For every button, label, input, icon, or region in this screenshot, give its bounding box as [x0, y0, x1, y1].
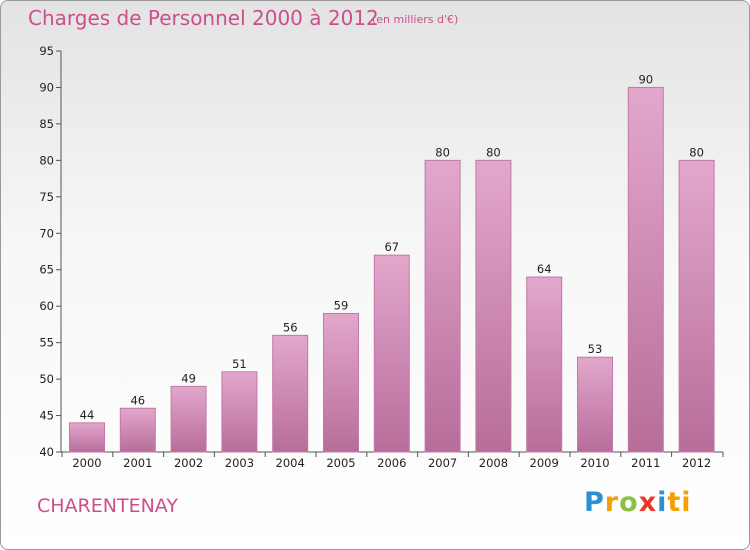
- data-label: 46: [130, 393, 145, 407]
- bar: [678, 159, 715, 453]
- data-label: 49: [181, 371, 196, 385]
- x-tick-label: 2003: [225, 456, 254, 470]
- bars: [69, 86, 715, 453]
- y-tick-label: 80: [39, 153, 54, 167]
- y-tick-label: 50: [39, 372, 54, 386]
- x-tick-label: 2006: [377, 456, 406, 470]
- data-label: 67: [384, 240, 399, 254]
- x-tick-label: 2005: [326, 456, 355, 470]
- x-tick-label: 2012: [682, 456, 711, 470]
- y-tick-label: 65: [39, 263, 54, 277]
- x-tick-label: 2004: [276, 456, 305, 470]
- y-tick-label: 40: [39, 445, 54, 459]
- logo-letter: r: [604, 487, 620, 518]
- x-tick-label: 2001: [123, 456, 152, 470]
- data-labels: 44 46 49 51 56 59 67 80 80 64 53 90 80: [80, 72, 704, 421]
- x-tick-label: 2000: [72, 456, 101, 470]
- data-label: 53: [588, 342, 603, 356]
- data-label: 64: [537, 262, 552, 276]
- data-label: 90: [638, 72, 653, 86]
- data-label: 56: [283, 320, 298, 334]
- logo-letter: i: [657, 487, 668, 518]
- y-tick-label: 85: [39, 117, 54, 131]
- y-tick-label: 55: [39, 336, 54, 350]
- bar: [272, 334, 309, 453]
- bar: [373, 254, 410, 453]
- bar: [627, 86, 664, 453]
- x-tick-label: 2007: [428, 456, 457, 470]
- bar: [424, 159, 461, 453]
- proxiti-logo[interactable]: Proxiti: [584, 487, 692, 518]
- bar: [526, 276, 563, 453]
- data-label: 59: [334, 298, 349, 312]
- data-label: 44: [80, 408, 95, 422]
- bar: [577, 356, 613, 453]
- y-tick-label: 45: [39, 409, 54, 423]
- logo-letter: ti: [667, 487, 692, 518]
- data-label: 80: [486, 145, 501, 159]
- logo-letter: P: [584, 487, 605, 518]
- y-tick-label: 95: [39, 44, 54, 58]
- chart-subtitle: (en milliers d'€): [372, 13, 459, 26]
- data-label: 80: [435, 145, 450, 159]
- x-tick-label: 2002: [174, 456, 203, 470]
- data-label: 80: [689, 145, 704, 159]
- logo-letter: x: [638, 487, 658, 518]
- y-tick-label: 90: [39, 80, 54, 94]
- logo-letter: o: [619, 487, 639, 518]
- x-tick-label: 2009: [530, 456, 559, 470]
- data-label: 51: [232, 357, 247, 371]
- bar: [221, 371, 258, 453]
- x-tick-label: 2008: [479, 456, 508, 470]
- bar: [170, 385, 207, 453]
- bar: [119, 407, 156, 453]
- y-axis: 40 45 50 55 60 65 70 75 80 85 90 95: [39, 44, 62, 459]
- bar: [475, 159, 512, 453]
- bar: [323, 312, 359, 453]
- x-tick-label: 2010: [580, 456, 609, 470]
- city-name: CHARENTENAY: [37, 495, 178, 517]
- y-tick-label: 70: [39, 226, 54, 240]
- x-axis: 2000 2001 2002 2003 2004 2005 2006 2007 2008 2009…: [61, 451, 724, 470]
- bar: [69, 422, 105, 453]
- y-tick-label: 75: [39, 190, 54, 204]
- x-tick-label: 2011: [631, 456, 660, 470]
- y-tick-label: 60: [39, 299, 54, 313]
- chart-title: Charges de Personnel 2000 à 2012: [28, 6, 379, 30]
